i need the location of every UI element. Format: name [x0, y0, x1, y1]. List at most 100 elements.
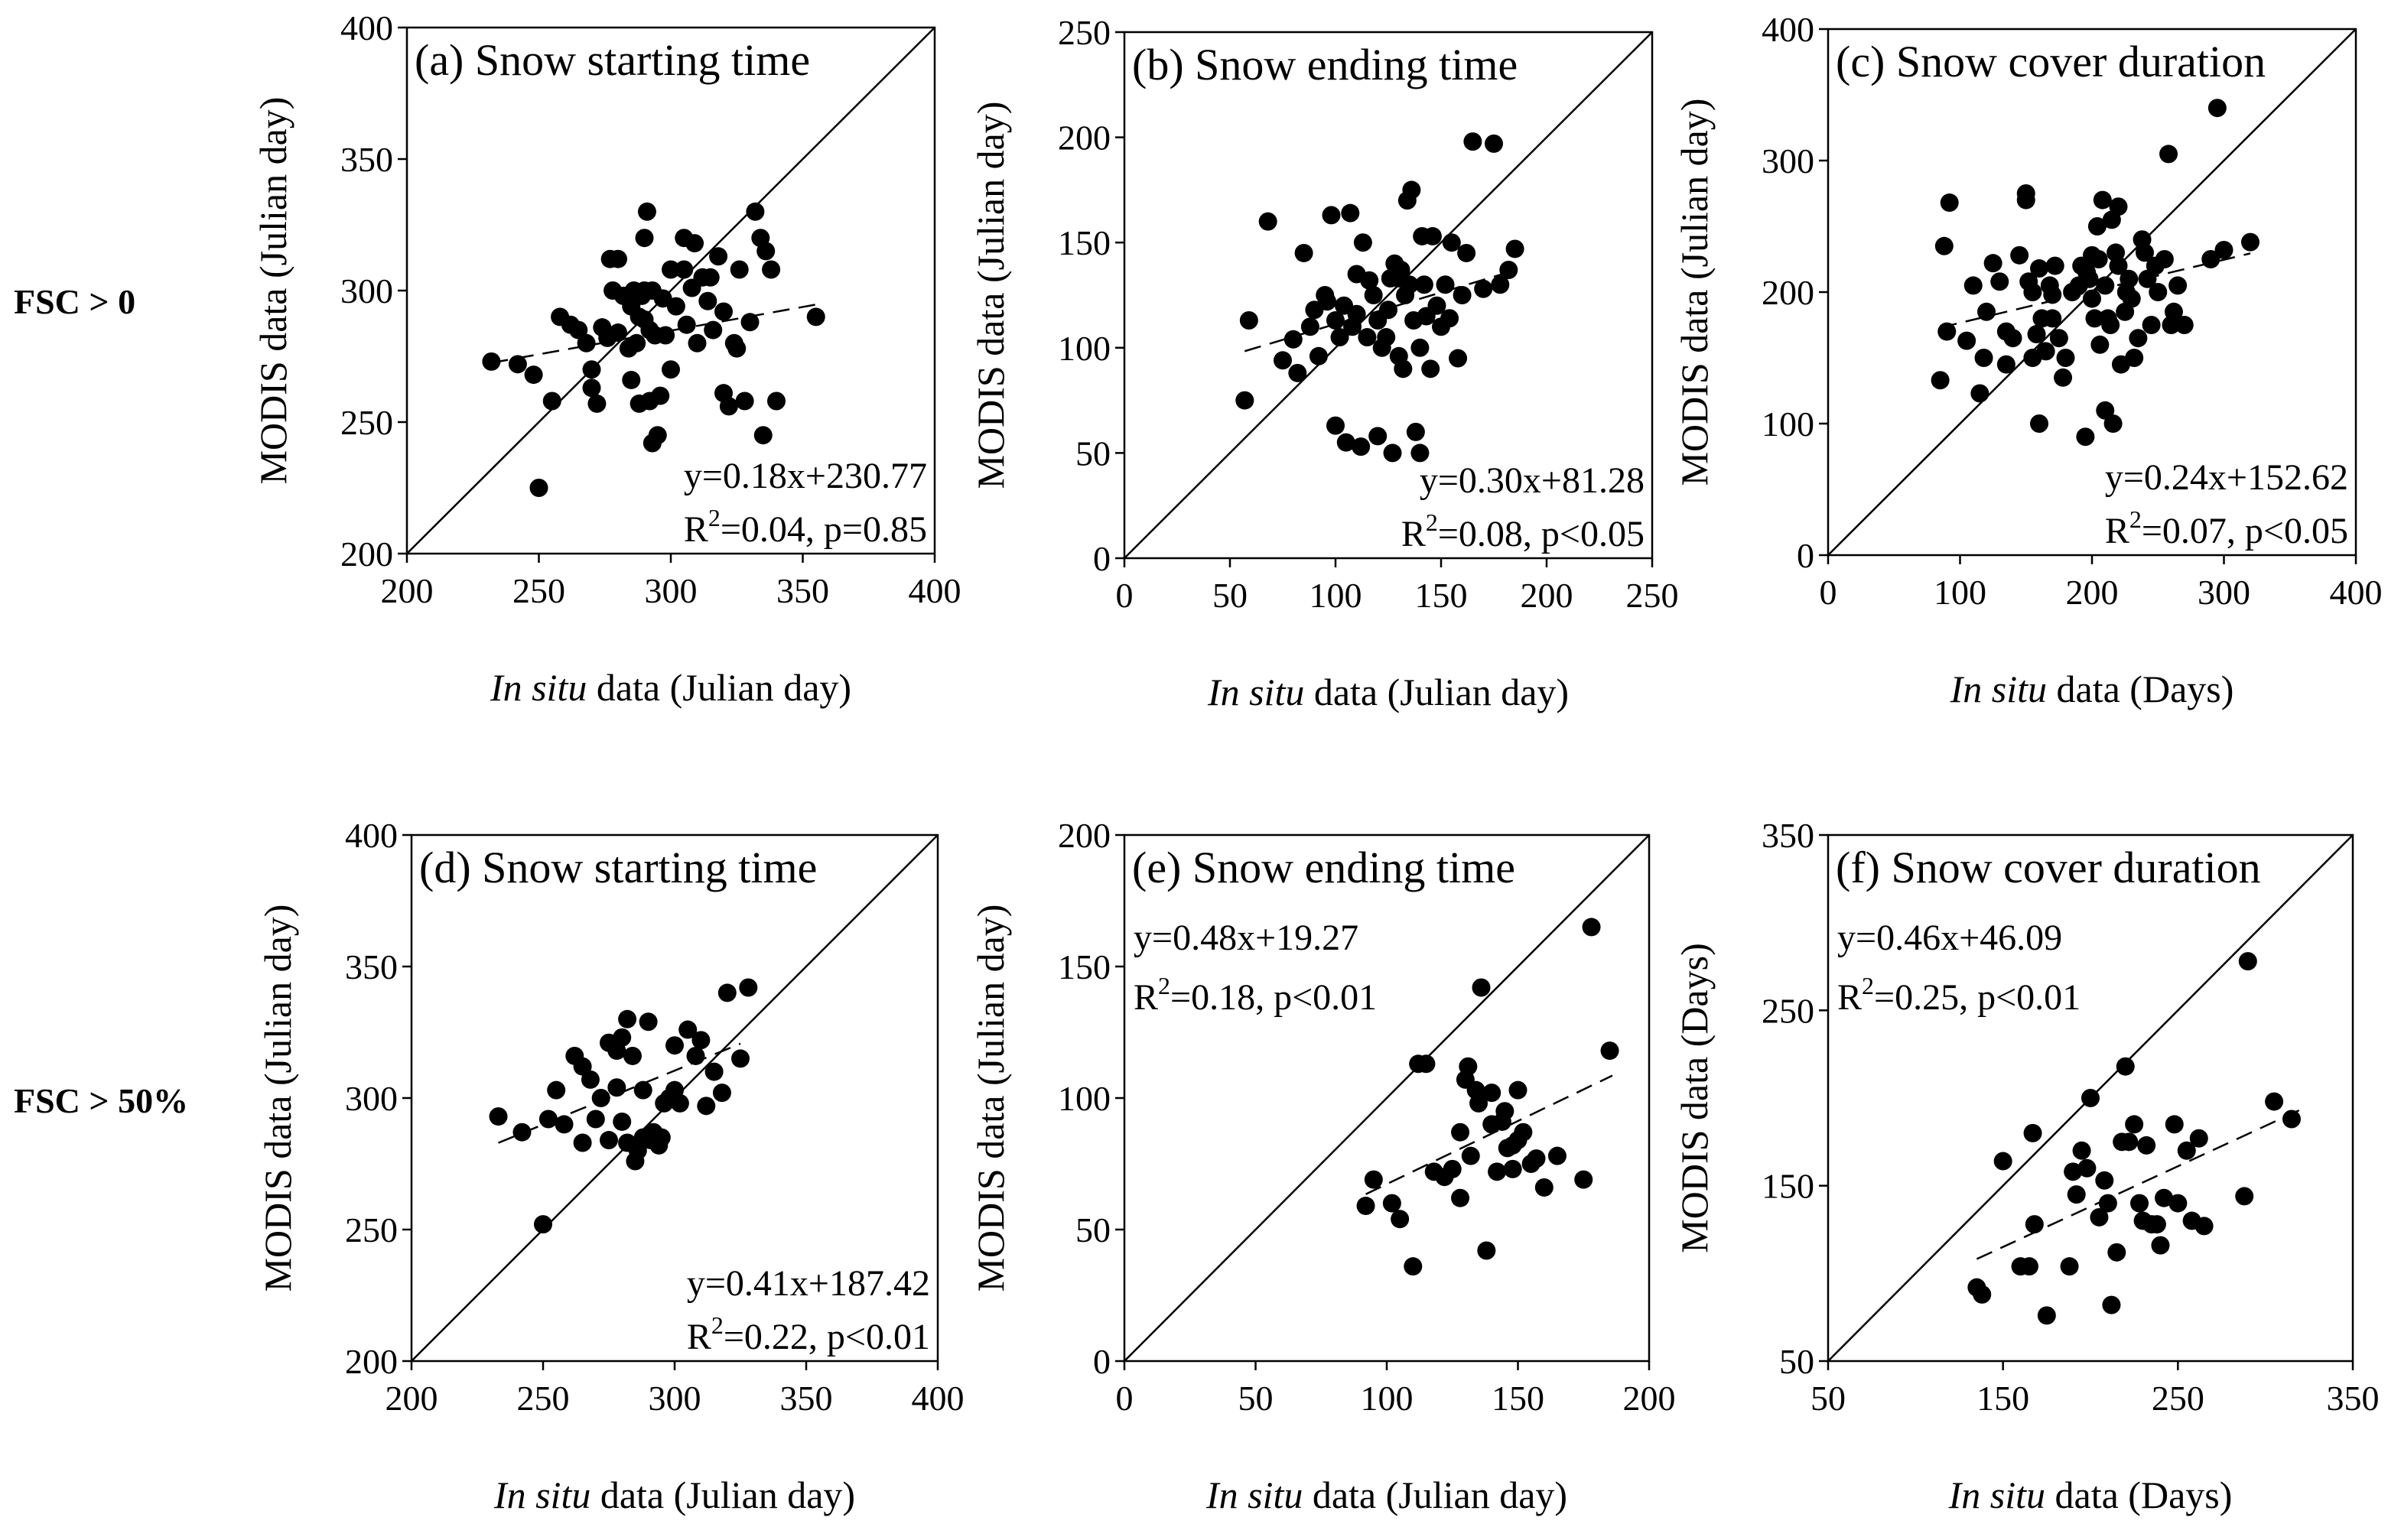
r-squared-value: =0.08, p<0.05	[1438, 514, 1645, 554]
panel-title: (d) Snow starting time	[419, 843, 817, 892]
data-point	[2023, 283, 2042, 301]
data-point	[1309, 346, 1328, 366]
data-point	[1288, 363, 1307, 382]
data-point	[1406, 422, 1425, 441]
data-point	[1974, 349, 1993, 367]
data-point	[685, 234, 704, 253]
panel-title: (a) Snow starting time	[415, 35, 810, 85]
y-tick-label: 400	[1762, 10, 1814, 49]
x-tick-label: 100	[1309, 576, 1362, 615]
data-point	[2080, 269, 2099, 288]
regression-equation: y=0.24x+152.62	[2105, 457, 2348, 498]
data-point	[1436, 275, 1455, 294]
chart-panel-2: 0 100 200 300 400 0 100 200 300 400 In situ data (…	[1673, 10, 2383, 710]
data-point	[2083, 289, 2101, 308]
data-point	[482, 352, 501, 371]
data-point	[1402, 180, 1421, 200]
y-tick-label: 350	[340, 140, 393, 179]
data-point	[2098, 1194, 2117, 1213]
data-point	[529, 479, 548, 497]
data-point	[2155, 1188, 2174, 1207]
x-tick-label: 350	[780, 1379, 833, 1418]
data-point	[1382, 1194, 1401, 1213]
data-point	[662, 260, 680, 279]
data-point	[1485, 134, 1503, 153]
data-point	[731, 1049, 750, 1068]
data-point	[2109, 256, 2128, 275]
data-point	[2125, 1115, 2144, 1134]
r-superscript: 2	[1862, 972, 1874, 999]
data-point	[1356, 1197, 1375, 1216]
x-tick-label: 300	[649, 1379, 701, 1418]
data-point	[1274, 351, 1292, 370]
y-tick-label: 250	[345, 1210, 398, 1249]
regression-equation: y=0.18x+230.77	[684, 456, 927, 496]
data-point	[2137, 1136, 2156, 1155]
data-point	[697, 1097, 716, 1116]
data-point	[2087, 217, 2107, 236]
y-axis-title: MODIS data (Julian day)	[969, 102, 1012, 489]
x-axis-title-rest: data (Julian day)	[587, 666, 851, 709]
x-axis-title-italic: In situ	[1205, 1473, 1303, 1516]
data-point	[1258, 212, 1277, 231]
data-point	[652, 1128, 671, 1147]
data-point	[586, 1110, 605, 1129]
x-tick-label: 250	[2152, 1379, 2204, 1418]
chart-panel-3: 200 250 300 350 400 200 250 300 350 400 In situ da…	[256, 816, 965, 1516]
data-point	[1300, 317, 1319, 336]
data-point	[1934, 236, 1954, 255]
y-tick-label: 100	[1762, 404, 1814, 443]
data-point	[2043, 309, 2062, 328]
data-point	[2214, 240, 2233, 259]
data-point	[714, 302, 733, 321]
x-tick-label: 200	[2066, 573, 2119, 612]
y-tick-label: 150	[1762, 1167, 1814, 1206]
data-point	[677, 315, 696, 334]
y-tick-label: 0	[1093, 539, 1111, 578]
regression-line	[1976, 1109, 2301, 1260]
chart-panel-1: 0 50 100 150 200 250 0 50 100 150 200 250 In situ da…	[969, 13, 1679, 713]
data-point	[1582, 918, 1601, 937]
data-point	[1495, 1102, 1514, 1121]
data-point	[613, 1112, 632, 1131]
data-point	[534, 1215, 552, 1234]
data-point	[2238, 952, 2257, 971]
data-point	[1957, 331, 1976, 350]
y-tick-label: 200	[345, 1342, 398, 1381]
x-axis-title: In situ data (Julian day)	[1205, 1473, 1567, 1516]
x-tick-label: 250	[512, 571, 565, 610]
y-tick-label: 200	[1762, 273, 1814, 312]
data-point	[2165, 1115, 2184, 1134]
data-point	[651, 386, 670, 405]
data-point	[2054, 368, 2073, 387]
y-axis-title: MODIS data (Julian day)	[1673, 99, 1716, 486]
data-point	[704, 320, 723, 340]
data-point	[2049, 329, 2068, 348]
data-point	[622, 370, 641, 389]
r-squared-value: =0.07, p<0.05	[2142, 511, 2348, 551]
data-point	[1423, 226, 1442, 245]
data-point	[767, 391, 786, 411]
panel-title: (e) Snow ending time	[1132, 843, 1515, 892]
r-squared-label: R2=0.22, p<0.01	[687, 1311, 930, 1357]
r-symbol: R	[1837, 977, 1862, 1018]
r-squared-label: R2=0.08, p<0.05	[1401, 508, 1645, 554]
data-point	[2138, 269, 2157, 288]
panel-title: (f) Snow cover duration	[1836, 843, 2261, 892]
y-tick-label: 50	[1075, 1210, 1111, 1249]
r-superscript: 2	[2129, 505, 2142, 533]
data-point	[719, 397, 738, 416]
data-point	[2194, 1217, 2214, 1236]
x-tick-label: 200	[1623, 1379, 1676, 1418]
y-tick-label: 400	[345, 816, 398, 855]
x-axis-title-rest: data (Days)	[2045, 1473, 2232, 1516]
data-point	[2107, 1243, 2126, 1262]
x-tick-label: 100	[1934, 573, 1986, 612]
chart-panel-5: 50 150 250 350 50 150 250 350 In situ data (Days…	[1673, 816, 2380, 1516]
data-point	[1410, 338, 1430, 357]
data-point	[489, 1107, 508, 1126]
data-point	[547, 1080, 566, 1100]
r-squared-label: R2=0.18, p<0.01	[1134, 972, 1377, 1018]
x-tick-label: 200	[381, 571, 434, 610]
data-point	[2130, 1194, 2149, 1213]
